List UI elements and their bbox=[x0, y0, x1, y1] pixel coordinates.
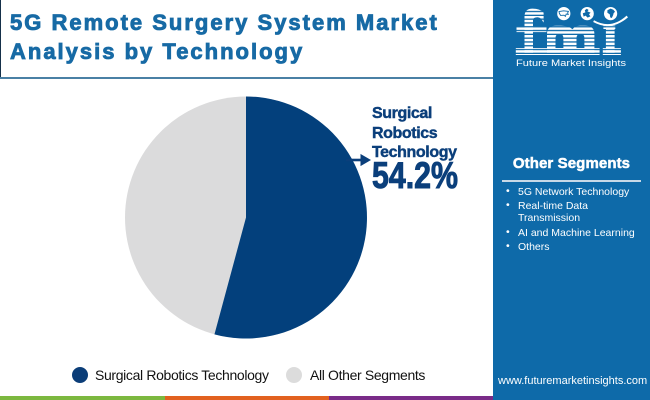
svg-text:Future Market Insights: Future Market Insights bbox=[516, 58, 627, 68]
